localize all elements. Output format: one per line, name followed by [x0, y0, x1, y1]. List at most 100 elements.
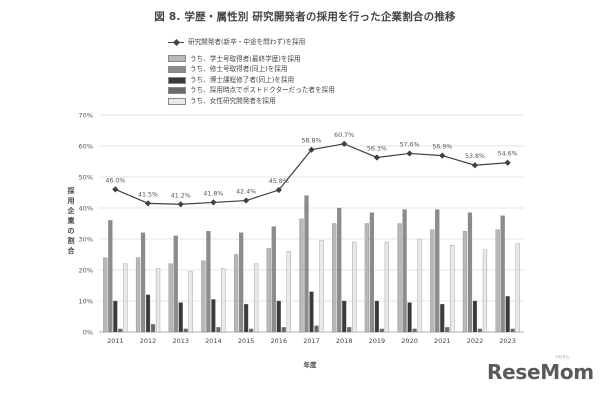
y-tick-label: 0%: [83, 329, 93, 337]
bar: [472, 300, 478, 333]
bar: [435, 209, 440, 333]
bar: [369, 212, 374, 333]
x-tick-label: 2012: [140, 337, 157, 345]
legend-label-series-2: うち、博士課程修了者(同上)を採用: [190, 75, 295, 84]
bar: [397, 223, 402, 333]
data-label: 57.6%: [400, 141, 420, 148]
bar: [347, 327, 352, 333]
bar: [155, 268, 161, 333]
x-tick-label: 2023: [499, 337, 516, 345]
data-label: 53.8%: [465, 153, 485, 160]
line-point: [112, 186, 119, 193]
bar: [178, 302, 183, 333]
line-point: [144, 200, 152, 207]
bar: [221, 268, 226, 333]
bar: [304, 195, 309, 333]
bar: [299, 218, 304, 333]
data-label: 41.8%: [203, 190, 223, 197]
x-tick-label: 2022: [467, 337, 484, 345]
data-label: 46.0%: [105, 177, 125, 184]
legend-swatch-series-0: [168, 55, 186, 63]
line-point: [439, 152, 446, 159]
y-tick-label: 60%: [79, 143, 93, 151]
bar: [254, 263, 259, 333]
line-point: [243, 197, 250, 204]
data-label: 41.2%: [171, 192, 191, 199]
bar: [113, 300, 118, 333]
bar: [515, 243, 520, 333]
bar: [145, 294, 151, 333]
data-label: 54.6%: [498, 151, 518, 158]
bar: [477, 328, 483, 333]
y-tick-label: 50%: [79, 174, 93, 182]
bar: [234, 254, 239, 333]
bar: [201, 260, 206, 333]
x-tick-label: 2021: [434, 337, 451, 345]
bar: [445, 327, 450, 333]
bar: [108, 220, 113, 333]
x-tick-label: 2014: [205, 337, 222, 345]
bar: [407, 302, 412, 333]
bar: [276, 300, 281, 333]
bar: [500, 215, 505, 333]
bar: [216, 327, 221, 333]
x-axis-label: 年度: [303, 361, 317, 369]
bar: [249, 328, 254, 333]
x-tick-label: 2018: [336, 337, 353, 345]
bar: [505, 296, 510, 333]
bar: [123, 263, 128, 333]
bar: [173, 235, 178, 333]
legend-swatch-series-1: [168, 65, 186, 73]
data-label: 60.7%: [334, 132, 354, 139]
line-point: [210, 199, 217, 206]
legend-label-series-1: うち、修士号取得者(同上)を採用: [190, 65, 288, 74]
legend-label-series-3: うち、採用時点でポストドクターだった者を採用: [190, 86, 335, 95]
bar: [417, 238, 422, 333]
data-label: 56.9%: [432, 144, 452, 151]
bar: [281, 327, 286, 333]
bar: [239, 232, 244, 333]
bar: [140, 232, 146, 333]
brand-logo: ReseMom: [487, 360, 594, 384]
x-tick-label: 2016: [271, 337, 288, 345]
bar: [188, 271, 193, 333]
x-tick-label: 2013: [172, 337, 189, 345]
bar: [440, 303, 445, 333]
bar: [309, 291, 314, 333]
bar: [168, 263, 173, 333]
data-label: 58.8%: [301, 138, 321, 145]
bar: [384, 241, 389, 333]
bar: [266, 248, 271, 333]
legend-label-line: 研究開発者(新卒・中途を問わず)を採用: [188, 38, 306, 46]
bar: [319, 240, 324, 333]
x-tick-label: 2019: [369, 337, 386, 345]
bar: [482, 249, 488, 333]
bar: [244, 303, 249, 333]
bar: [135, 257, 141, 333]
x-tick-label: 2011: [107, 337, 124, 345]
bar: [103, 257, 108, 333]
x-tick-label: 2017: [303, 337, 320, 345]
chart-legend: 研究開発者(新卒・中途を問わず)を採用 うち、学士号取得者(最終学歴)を採用 う…: [168, 37, 335, 107]
legend-label-series-0: うち、学士号取得者(最終学歴)を採用: [190, 54, 301, 63]
legend-item-series-0: うち、学士号取得者(最終学歴)を採用: [168, 54, 335, 65]
bar: [450, 245, 455, 333]
y-tick-label: 70%: [79, 112, 93, 120]
legend-item-series-1: うち、修士号取得者(同上)を採用: [168, 64, 335, 75]
y-tick-label: 30%: [79, 236, 93, 244]
bar: [314, 325, 319, 333]
bar: [118, 328, 123, 333]
legend-item-series-4: うち、女性研究開発者を採用: [168, 96, 335, 107]
bar: [352, 241, 357, 333]
bar: [430, 229, 435, 333]
line-point: [177, 201, 184, 208]
y-tick-label: 40%: [79, 205, 93, 213]
legend-item-series-2: うち、博士課程修了者(同上)を採用: [168, 75, 335, 86]
y-tick-label: 20%: [79, 267, 93, 275]
legend-label-series-4: うち、女性研究開発者を採用: [190, 96, 276, 105]
bar: [286, 251, 291, 333]
chart-title: 図 8. 学歴・属性別 研究開発者の採用を行った企業割合の推移: [154, 11, 456, 23]
x-tick-label: 2020: [401, 337, 418, 345]
data-label: 42.4%: [236, 189, 256, 196]
